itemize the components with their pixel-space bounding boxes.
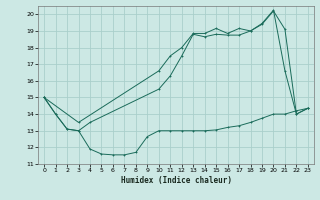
X-axis label: Humidex (Indice chaleur): Humidex (Indice chaleur) [121,176,231,185]
